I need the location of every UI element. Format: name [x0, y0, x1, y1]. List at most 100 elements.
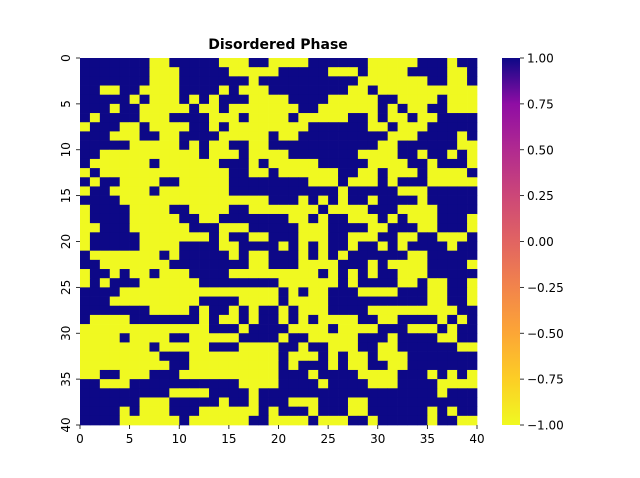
- heatmap-cell: [89, 195, 101, 206]
- heatmap-cell: [318, 388, 329, 398]
- heatmap-cell: [457, 406, 468, 417]
- heatmap-cell: [397, 388, 408, 398]
- heatmap-cell: [397, 296, 408, 307]
- heatmap-cell: [189, 250, 200, 261]
- heatmap-cell: [89, 296, 101, 307]
- heatmap-cell: [268, 333, 279, 343]
- heatmap-cell: [149, 406, 160, 417]
- heatmap-cell: [318, 232, 329, 242]
- heatmap-cell: [387, 58, 398, 68]
- heatmap-cell: [397, 113, 408, 123]
- heatmap-cell: [169, 296, 180, 307]
- heatmap-cell: [328, 278, 339, 288]
- heatmap-cell: [258, 204, 269, 215]
- heatmap-cell: [248, 342, 259, 352]
- heatmap-cell: [447, 388, 458, 398]
- heatmap-cell: [288, 232, 299, 242]
- heatmap-cell: [338, 324, 349, 334]
- heatmap-cell: [139, 241, 150, 252]
- heatmap-cell: [209, 388, 220, 398]
- heatmap-cell: [467, 103, 478, 114]
- heatmap-cell: [139, 204, 150, 215]
- heatmap-cell: [318, 278, 329, 288]
- heatmap-cell: [89, 158, 101, 169]
- heatmap-cell: [338, 113, 349, 123]
- heatmap-cell: [189, 94, 200, 105]
- heatmap-cell: [338, 269, 349, 279]
- heatmap-cell: [377, 140, 389, 151]
- heatmap-cell: [89, 305, 101, 316]
- heatmap-cell: [119, 415, 130, 426]
- heatmap-cell: [427, 122, 438, 132]
- heatmap-cell: [268, 342, 279, 352]
- heatmap-cell: [248, 250, 259, 261]
- heatmap-cell: [457, 85, 468, 96]
- heatmap-cell: [109, 232, 121, 242]
- heatmap-cell: [387, 269, 398, 279]
- heatmap-cell: [417, 76, 428, 86]
- heatmap-cell: [89, 287, 101, 297]
- heatmap-cell: [447, 259, 458, 270]
- heatmap-cell: [119, 113, 130, 123]
- heatmap-cell: [199, 324, 210, 334]
- heatmap-cell: [288, 213, 299, 224]
- heatmap-cell: [80, 186, 91, 196]
- heatmap-cell: [377, 388, 389, 398]
- heatmap-cell: [179, 232, 190, 242]
- heatmap-cell: [357, 388, 369, 398]
- heatmap-cell: [308, 58, 319, 68]
- heatmap-cell: [377, 168, 389, 178]
- heatmap-cell: [278, 58, 289, 68]
- heatmap-cell: [129, 388, 140, 398]
- heatmap-cell: [139, 333, 150, 343]
- heatmap-cell: [417, 269, 428, 279]
- heatmap-cell: [189, 351, 200, 362]
- heatmap-cell: [308, 241, 319, 252]
- heatmap-cell: [298, 388, 309, 398]
- heatmap-cell: [268, 296, 279, 307]
- heatmap-cell: [129, 113, 140, 123]
- heatmap-cell: [248, 259, 259, 270]
- heatmap-cell: [248, 103, 259, 114]
- heatmap-cell: [338, 397, 349, 407]
- heatmap-cell: [357, 85, 369, 96]
- heatmap-cell: [119, 85, 130, 96]
- heatmap-cell: [437, 379, 448, 389]
- heatmap-cell: [417, 113, 428, 123]
- heatmap-cell: [209, 379, 220, 389]
- heatmap-cell: [109, 76, 121, 86]
- heatmap-cell: [427, 342, 438, 352]
- heatmap-cell: [129, 379, 140, 389]
- heatmap-cell: [218, 296, 230, 307]
- heatmap-cell: [347, 149, 359, 160]
- heatmap-cell: [99, 213, 111, 224]
- heatmap-cell: [467, 204, 478, 215]
- heatmap-cell: [238, 158, 250, 169]
- heatmap-cell: [99, 140, 111, 151]
- heatmap-cell: [367, 85, 379, 96]
- heatmap-cell: [109, 259, 121, 270]
- heatmap-cell: [169, 168, 180, 178]
- heatmap-cell: [129, 168, 140, 178]
- heatmap-cell: [467, 140, 478, 151]
- heatmap-cell: [89, 85, 101, 96]
- heatmap-cell: [367, 287, 379, 297]
- heatmap-cell: [467, 360, 478, 371]
- heatmap-cell: [209, 287, 220, 297]
- heatmap-cell: [447, 287, 458, 297]
- heatmap-cell: [238, 241, 250, 252]
- heatmap-cell: [80, 360, 91, 371]
- heatmap-cell: [467, 177, 478, 187]
- heatmap-cell: [199, 232, 210, 242]
- heatmap-cell: [427, 186, 438, 196]
- heatmap-cell: [238, 122, 250, 132]
- heatmap-cell: [338, 140, 349, 151]
- heatmap-cell: [278, 278, 289, 288]
- heatmap-cell: [209, 333, 220, 343]
- heatmap-cell: [119, 58, 130, 68]
- heatmap-cell: [407, 369, 418, 380]
- heatmap-cell: [119, 369, 130, 380]
- x-tick-label: 25: [320, 432, 335, 446]
- heatmap-cell: [357, 204, 369, 215]
